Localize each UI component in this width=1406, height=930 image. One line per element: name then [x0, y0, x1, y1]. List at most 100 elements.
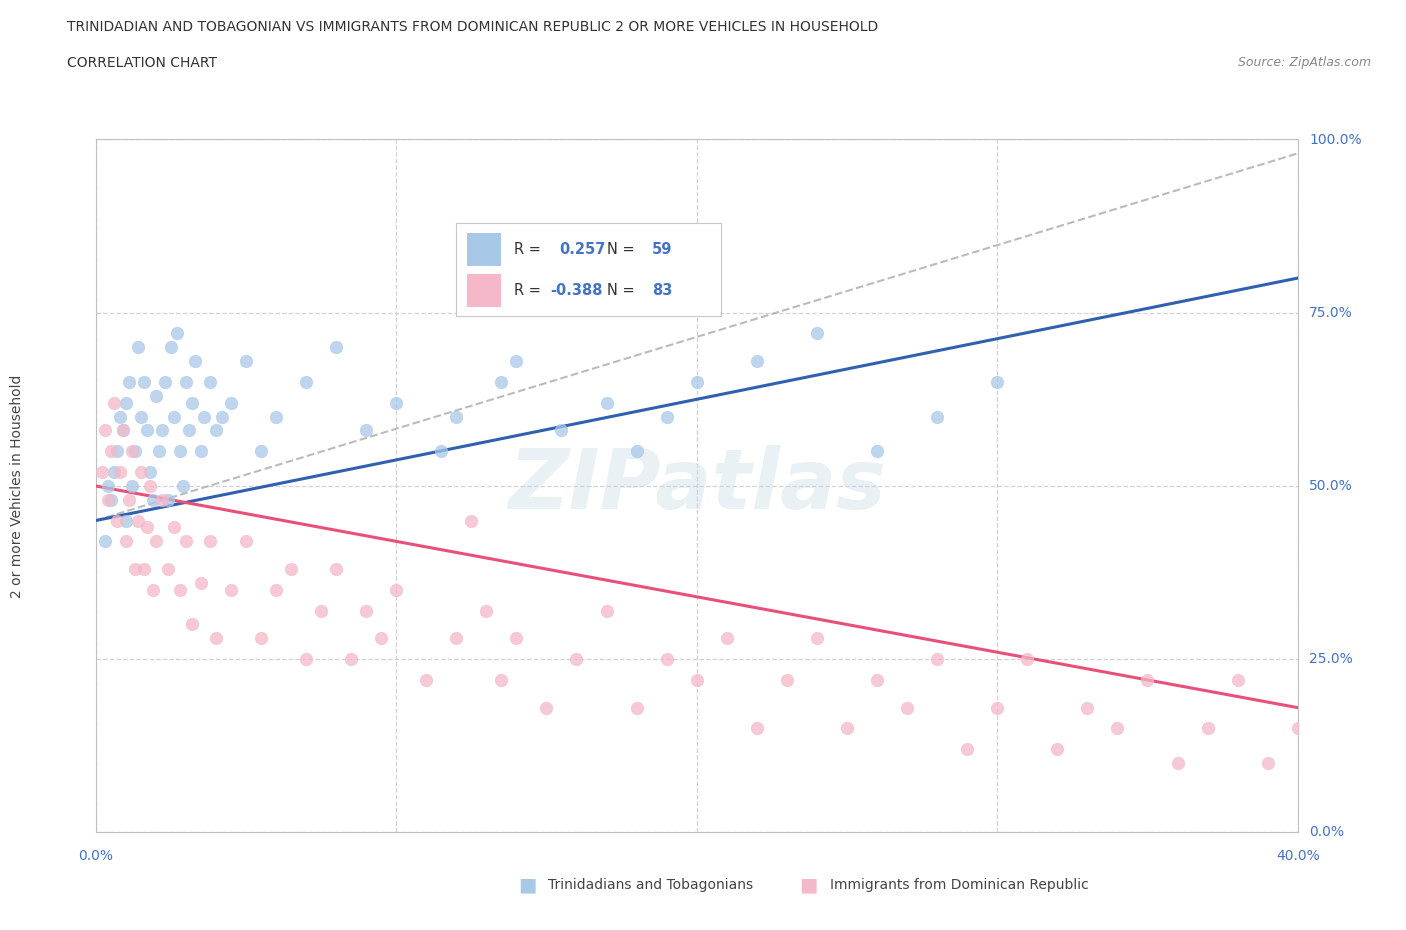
Point — [491, 672, 513, 687]
Text: ■: ■ — [517, 876, 537, 895]
Point — [198, 375, 221, 390]
Text: 83: 83 — [652, 283, 672, 298]
Point — [97, 479, 120, 494]
Point — [1136, 672, 1159, 687]
Point — [135, 520, 157, 535]
Point — [145, 534, 167, 549]
Point — [103, 395, 125, 410]
Point — [93, 534, 115, 549]
Point — [100, 444, 122, 458]
Point — [198, 534, 221, 549]
Point — [370, 631, 392, 645]
Point — [325, 340, 347, 355]
Point — [806, 631, 828, 645]
Point — [446, 409, 468, 424]
Point — [325, 562, 347, 577]
Point — [124, 562, 146, 577]
Point — [264, 582, 287, 597]
Point — [163, 409, 186, 424]
Point — [1376, 721, 1399, 736]
Point — [626, 444, 648, 458]
Point — [90, 465, 112, 480]
Point — [745, 721, 768, 736]
Point — [866, 672, 889, 687]
Point — [655, 652, 678, 667]
Text: N =: N = — [607, 242, 640, 257]
Point — [354, 604, 377, 618]
Point — [163, 520, 186, 535]
Point — [148, 444, 170, 458]
Text: TRINIDADIAN AND TOBAGONIAN VS IMMIGRANTS FROM DOMINICAN REPUBLIC 2 OR MORE VEHIC: TRINIDADIAN AND TOBAGONIAN VS IMMIGRANTS… — [67, 20, 879, 34]
Point — [124, 444, 146, 458]
Text: 0.0%: 0.0% — [1309, 825, 1344, 840]
Point — [280, 562, 302, 577]
Point — [142, 582, 165, 597]
Point — [114, 534, 136, 549]
Point — [169, 582, 191, 597]
Point — [138, 479, 160, 494]
Point — [105, 513, 128, 528]
Point — [103, 465, 125, 480]
Text: Source: ZipAtlas.com: Source: ZipAtlas.com — [1237, 56, 1371, 69]
Point — [169, 444, 191, 458]
Point — [1226, 672, 1249, 687]
Point — [142, 492, 165, 507]
Point — [205, 423, 228, 438]
Point — [219, 395, 242, 410]
Point — [190, 576, 212, 591]
Point — [776, 672, 799, 687]
Point — [108, 409, 131, 424]
Point — [97, 492, 120, 507]
Point — [626, 700, 648, 715]
Point — [153, 375, 176, 390]
Point — [129, 465, 152, 480]
Point — [159, 340, 181, 355]
Point — [475, 604, 498, 618]
Point — [835, 721, 858, 736]
Point — [184, 353, 207, 368]
Point — [354, 423, 377, 438]
Point — [896, 700, 918, 715]
Point — [956, 742, 979, 757]
Point — [145, 389, 167, 404]
Point — [235, 534, 257, 549]
Point — [1197, 721, 1219, 736]
Text: -0.388: -0.388 — [550, 283, 603, 298]
Point — [505, 353, 527, 368]
Point — [118, 375, 141, 390]
Point — [986, 700, 1008, 715]
Bar — [467, 232, 501, 266]
Text: 25.0%: 25.0% — [1309, 652, 1353, 666]
Point — [114, 513, 136, 528]
Point — [111, 423, 134, 438]
Point — [172, 479, 194, 494]
Point — [111, 423, 134, 438]
Point — [491, 375, 513, 390]
Point — [655, 409, 678, 424]
Text: 75.0%: 75.0% — [1309, 306, 1353, 320]
Point — [446, 631, 468, 645]
Point — [121, 479, 143, 494]
Point — [235, 353, 257, 368]
Point — [166, 326, 188, 341]
Text: 0.0%: 0.0% — [79, 848, 112, 863]
Text: R =: R = — [515, 242, 546, 257]
Point — [180, 618, 202, 632]
Point — [132, 562, 155, 577]
Point — [211, 409, 233, 424]
Point — [108, 465, 131, 480]
Point — [595, 395, 617, 410]
Point — [177, 423, 200, 438]
Text: ■: ■ — [799, 876, 818, 895]
Point — [118, 492, 141, 507]
Point — [430, 444, 453, 458]
Point — [156, 492, 179, 507]
Text: 59: 59 — [652, 242, 672, 257]
Point — [156, 562, 179, 577]
Point — [986, 375, 1008, 390]
Text: Trinidadians and Tobagonians: Trinidadians and Tobagonians — [548, 878, 754, 893]
Point — [536, 700, 558, 715]
Point — [1167, 755, 1189, 770]
Point — [460, 513, 482, 528]
Bar — [467, 274, 501, 307]
